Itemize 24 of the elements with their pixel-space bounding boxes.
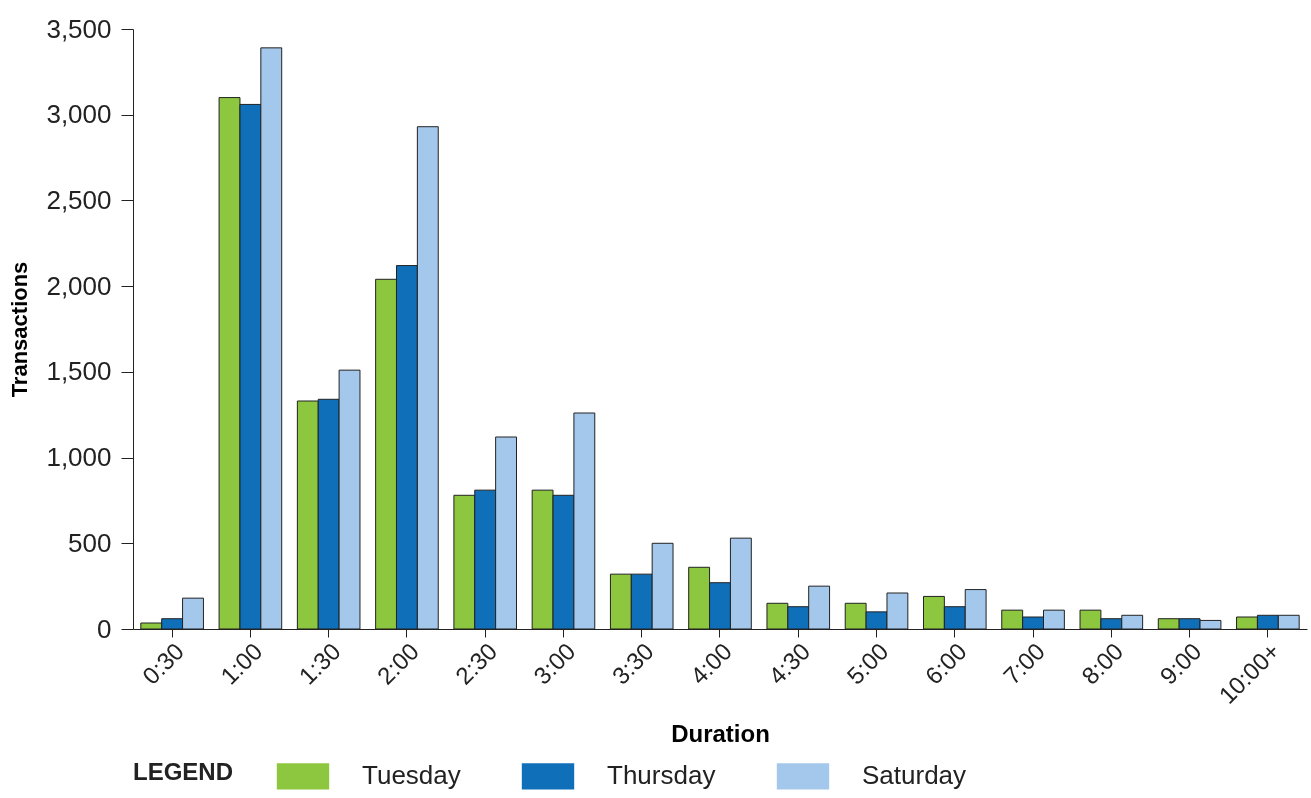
y-tick-label: 1,000: [46, 442, 112, 473]
y-axis-title: Transactions: [7, 261, 33, 398]
x-tick-label: 8:00: [1076, 637, 1129, 690]
x-tick-label: 7:00: [997, 637, 1051, 690]
y-tick-label: 2,500: [46, 184, 112, 215]
legend-label: Thursday: [607, 760, 716, 791]
x-tick-label: 4:30: [763, 637, 816, 690]
legend-title: LEGEND: [133, 758, 234, 785]
y-tick-label: 3,000: [46, 99, 112, 130]
legend-label: Saturday: [862, 760, 967, 791]
y-tick-label: 0: [97, 613, 112, 644]
legend-label: Tuesday: [362, 760, 461, 791]
x-tick-label: 6:00: [919, 637, 972, 690]
x-tick-label: 9:00: [1154, 637, 1207, 690]
y-tick-label: 500: [68, 527, 112, 558]
x-tick-label: 3:30: [606, 637, 659, 690]
x-tick-label: 3:00: [528, 637, 581, 690]
y-tick-label: 3,500: [46, 13, 112, 44]
x-tick-label: 4:00: [684, 637, 737, 690]
x-tick-label: 0:30: [136, 637, 190, 690]
x-axis-title: Duration: [671, 719, 770, 747]
y-tick-label: 1,500: [46, 356, 112, 387]
x-tick-label: 5:00: [841, 637, 894, 690]
y-tick-label: 2,000: [46, 270, 112, 301]
